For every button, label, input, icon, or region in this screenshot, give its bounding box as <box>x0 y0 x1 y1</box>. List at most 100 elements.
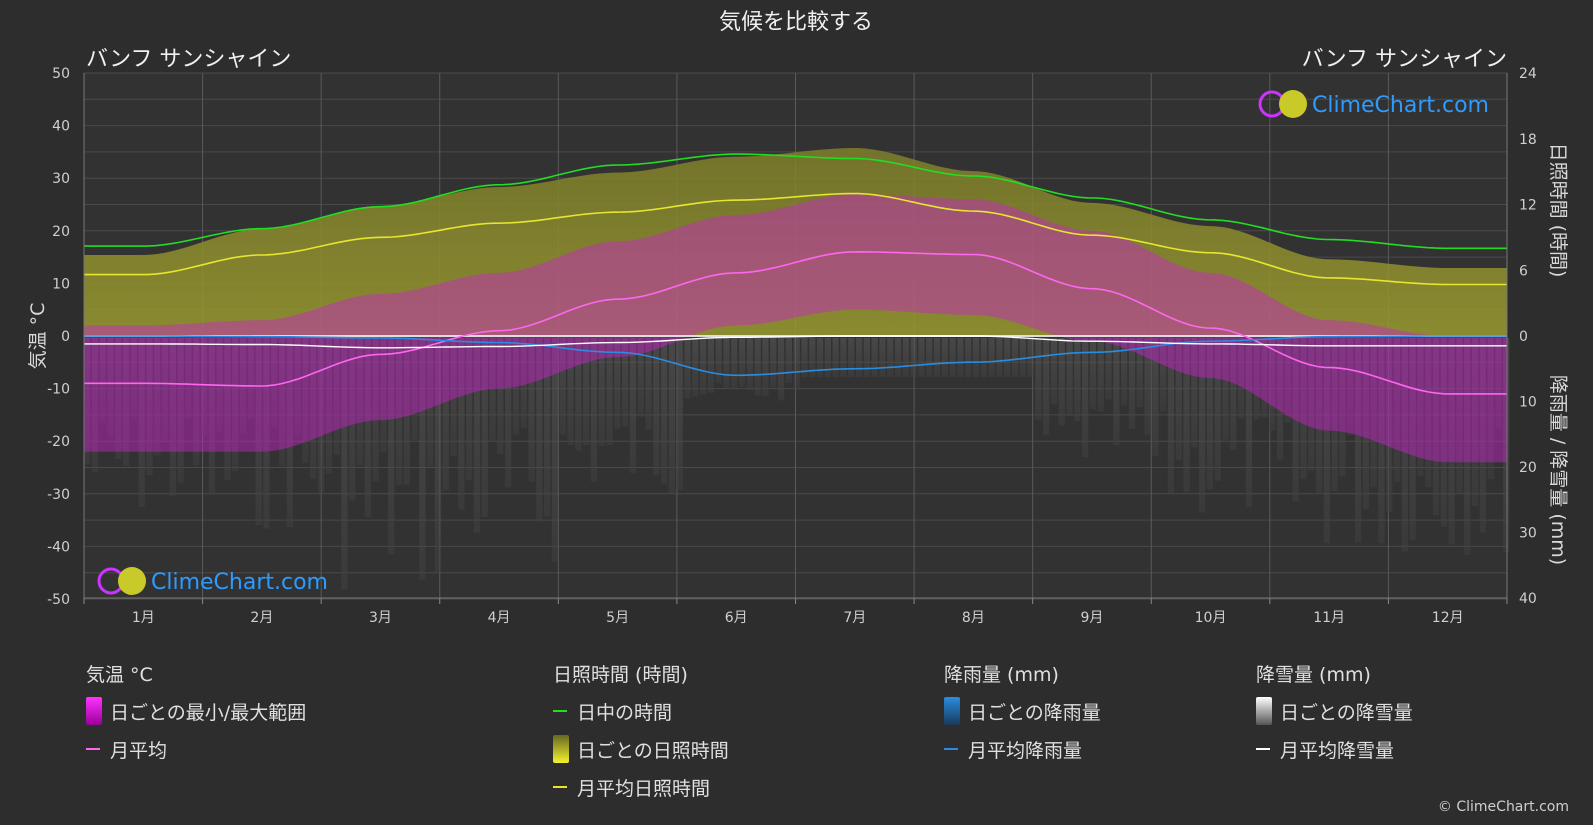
daily-snow-bar <box>1152 338 1159 456</box>
daily-snow-bar <box>1144 338 1151 435</box>
daily-snow-bar <box>1222 338 1229 440</box>
daily-snow-bar <box>723 338 730 389</box>
daily-snow-bar <box>949 338 956 378</box>
daily-snow-bar <box>185 338 192 419</box>
temperature-range-area <box>84 194 1507 463</box>
precipitation-tick-label: 30 <box>1519 526 1537 542</box>
daily-snow-bar <box>606 338 613 446</box>
daily-snow-bar <box>957 338 964 378</box>
daily-snow-bar <box>1503 338 1510 553</box>
sunshine-tick-label: 0 <box>1519 329 1528 345</box>
daily-snow-bar <box>731 338 738 390</box>
daily-snow-bar <box>660 338 668 484</box>
left-axis-label: 気温 °C <box>27 303 49 370</box>
daily-snow-bar <box>1370 338 1377 488</box>
month-tick-label: 2月 <box>250 610 273 626</box>
daily-snow-bar <box>138 338 145 508</box>
daily-snow-bar <box>193 338 200 466</box>
daily-snow-bar <box>879 338 886 378</box>
daily-snow-bar <box>1417 338 1424 476</box>
daily-snow-bar <box>520 338 527 429</box>
legend-label: 日ごとの日照時間 <box>577 739 729 762</box>
daily-snow-bar <box>349 338 356 501</box>
daily-snow-bar <box>614 338 621 430</box>
daily-snow-bar <box>1230 338 1237 450</box>
sunshine-mean-swatch <box>553 786 567 788</box>
daily-snow-bar <box>115 338 122 460</box>
right-top-axis-label: 日照時間 (時間) <box>1547 143 1569 278</box>
series-line <box>84 250 1507 395</box>
daily-snow-bar <box>333 338 340 455</box>
daily-snow-bar <box>762 338 769 397</box>
daily-snow-bar <box>910 338 917 378</box>
sunshine-tick-label: 6 <box>1519 263 1528 279</box>
daily-snow-bar <box>341 338 348 590</box>
daily-snow-bar <box>122 338 130 467</box>
daily-snow-bar <box>434 338 442 573</box>
daily-snow-bar <box>1050 338 1058 405</box>
daily-snow-bar <box>894 338 902 378</box>
daily-snow-bar <box>1183 338 1190 492</box>
daily-snow-bar <box>427 338 434 467</box>
daily-snow-bar <box>146 338 153 476</box>
daily-snow-bar <box>926 338 933 378</box>
daily-snow-bar <box>1479 338 1486 533</box>
watermark-bottom-text: ClimeChart.com <box>151 570 328 595</box>
daily-snow-bar <box>1456 338 1463 494</box>
rain-mean-swatch <box>944 748 958 750</box>
daily-snow-bar <box>583 338 590 446</box>
legend-label: 月平均 <box>110 739 168 762</box>
daily-snow-bar <box>286 338 293 527</box>
daily-snow-bar <box>1487 338 1494 480</box>
daily-snow-bar <box>1347 338 1354 436</box>
daily-snow-bar <box>668 338 676 494</box>
chart-title: 気候を比較する <box>719 10 873 35</box>
month-tick-label: 9月 <box>1080 610 1103 626</box>
daily-snow-bar <box>325 338 332 474</box>
right-bottom-axis-label: 降雨量 / 降雪量 (mm) <box>1547 375 1569 565</box>
daily-snow-bar <box>848 338 855 378</box>
legend-item-rain-mean: 月平均降雨量 <box>944 736 1101 762</box>
daily-snow-bar <box>302 338 309 464</box>
daily-snow-bar <box>1448 338 1455 545</box>
daily-snow-bar <box>816 338 824 378</box>
daily-snow-bar <box>988 338 995 378</box>
watermark-top: ClimeChart.com <box>1258 90 1489 118</box>
daily-snow-bar <box>200 338 208 437</box>
legend-rain: 降雨量 (mm) 日ごとの降雨量 月平均降雨量 <box>944 660 1101 774</box>
daily-snow-bar <box>598 338 605 447</box>
daily-snow-bar <box>863 338 870 378</box>
daily-snow-swatch <box>1256 697 1272 725</box>
month-tick-label: 6月 <box>725 610 748 626</box>
legend-label: 月平均日照時間 <box>577 777 711 800</box>
month-tick-label: 1月 <box>132 610 155 626</box>
daily-snow-bar <box>809 338 816 378</box>
daily-snow-bar <box>785 338 792 383</box>
daily-snow-bar <box>1432 338 1440 516</box>
legend-sunshine: 日照時間 (時間) 日中の時間 日ごとの日照時間 月平均日照時間 <box>553 660 729 812</box>
watermark-top-text: ClimeChart.com <box>1312 93 1489 118</box>
sunshine-tick-label: 18 <box>1519 132 1537 148</box>
daily-snow-bar <box>1019 338 1026 378</box>
legend-item-temp-mean: 月平均 <box>86 736 306 762</box>
daily-snow-bar <box>1378 338 1385 544</box>
month-tick-label: 5月 <box>606 610 629 626</box>
daily-snow-bar <box>1160 338 1167 412</box>
daily-snow-bar <box>1004 338 1011 378</box>
series-line <box>84 153 1507 250</box>
legend-item-daylight: 日中の時間 <box>553 698 729 724</box>
temperature-tick-label: -40 <box>47 539 70 555</box>
daily-snow-bar <box>1440 338 1447 527</box>
daily-snow-bar <box>1113 338 1120 446</box>
daily-snow-bar <box>1300 338 1307 480</box>
daily-snow-bar <box>1409 338 1416 541</box>
daily-snow-bar <box>1136 338 1143 408</box>
axes: 50 40 30 20 10 0 -10 -20 -30 -40 -50 24 18 12 6 0 10 20 30… <box>47 66 1537 626</box>
daily-snow-bar <box>770 338 777 388</box>
daily-snow-bar <box>247 338 254 420</box>
daily-snow-bar <box>1035 338 1042 420</box>
daily-snow-bar <box>622 338 629 427</box>
daily-snow-bar <box>528 338 535 482</box>
daily-snow-bar <box>754 338 761 396</box>
copyright: © ClimeChart.com <box>1437 799 1569 815</box>
